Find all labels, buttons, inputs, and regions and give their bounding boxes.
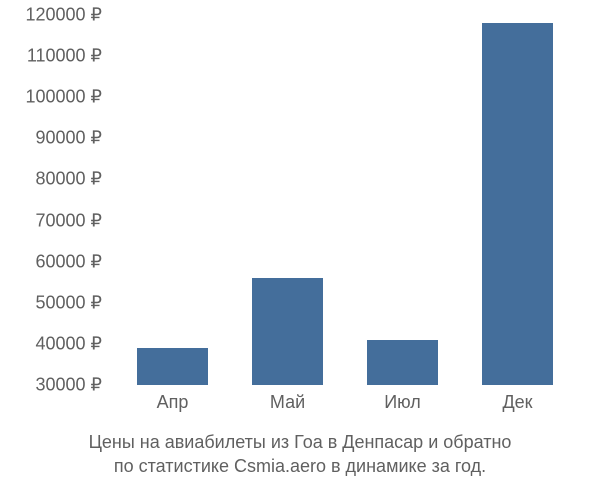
y-tick-label: 70000 ₽ [35, 210, 102, 231]
plot-area [115, 15, 575, 385]
y-tick-label: 80000 ₽ [35, 169, 102, 190]
bar [482, 23, 553, 385]
x-tick-label: Дек [502, 392, 532, 413]
y-tick-label: 90000 ₽ [35, 128, 102, 149]
bar [367, 340, 438, 385]
y-tick-label: 30000 ₽ [35, 375, 102, 396]
x-tick-label: Апр [157, 392, 189, 413]
y-tick-label: 60000 ₽ [35, 251, 102, 272]
x-tick-label: Май [270, 392, 305, 413]
y-axis-ticks: 30000 ₽40000 ₽50000 ₽60000 ₽70000 ₽80000… [0, 15, 110, 385]
bar [252, 278, 323, 385]
caption-line-1: Цены на авиабилеты из Гоа в Денпасар и о… [89, 432, 512, 452]
y-tick-label: 120000 ₽ [25, 5, 102, 26]
chart-caption: Цены на авиабилеты из Гоа в Денпасар и о… [0, 430, 600, 479]
caption-line-2: по статистике Csmia.aero в динамике за г… [114, 456, 486, 476]
y-tick-label: 110000 ₽ [27, 46, 102, 67]
y-tick-label: 50000 ₽ [35, 292, 102, 313]
flight-price-chart: 30000 ₽ 40000 ₽ 50000 ₽ 60000 ₽ 70000 ₽ 80000… [0, 0, 600, 500]
y-tick-label: 100000 ₽ [25, 87, 102, 108]
x-tick-label: Июл [384, 392, 421, 413]
y-tick-label: 40000 ₽ [35, 333, 102, 354]
x-axis-labels: Апр Май Июл Дек [115, 392, 575, 416]
bar [137, 348, 208, 385]
